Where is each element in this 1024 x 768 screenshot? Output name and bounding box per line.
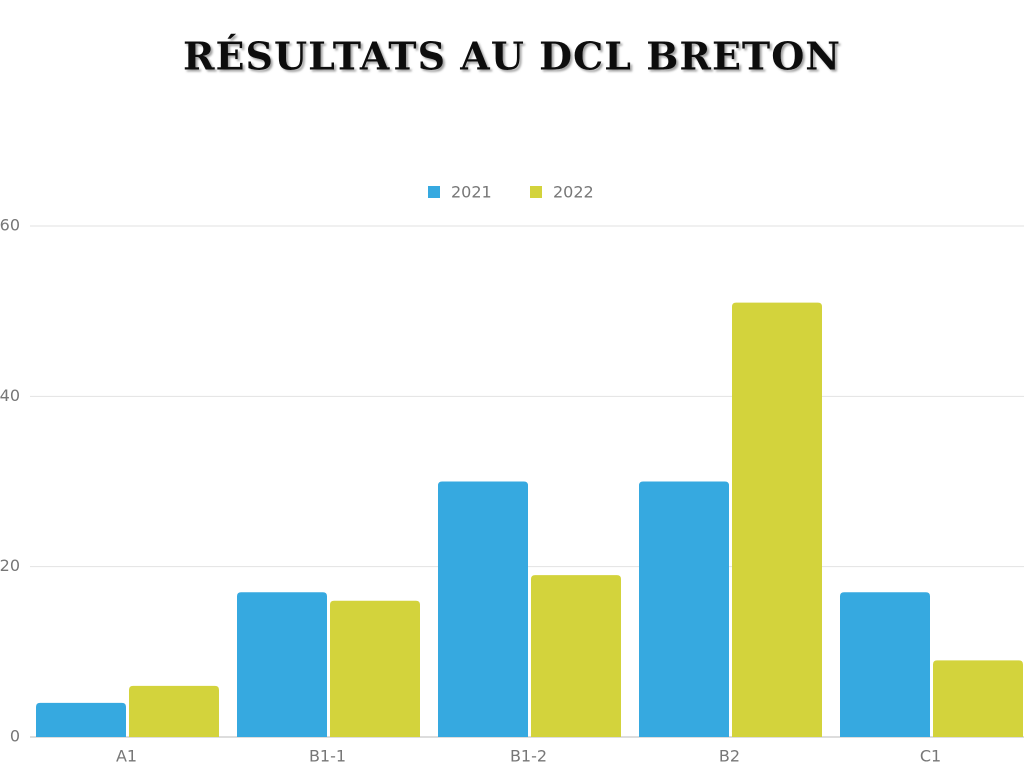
bar — [129, 685, 219, 737]
bar — [36, 702, 126, 737]
legend-swatch — [530, 186, 542, 198]
y-tick-label: 20 — [0, 556, 20, 575]
chart-title: RÉSULTATS AU DCL BRETON — [183, 34, 841, 79]
x-tick-label: B2 — [719, 747, 740, 766]
bar — [330, 600, 420, 737]
x-tick-label: B1-1 — [309, 747, 346, 766]
x-tick-label: B1-2 — [510, 747, 547, 766]
bar — [639, 481, 729, 737]
y-tick-label: 0 — [10, 727, 20, 746]
x-tick-label: A1 — [116, 747, 137, 766]
bar — [732, 302, 822, 737]
bar — [840, 592, 930, 737]
bar — [531, 575, 621, 737]
bar — [438, 481, 528, 737]
y-tick-label: 60 — [0, 216, 20, 235]
legend-label: 2022 — [553, 183, 594, 202]
y-tick-label: 40 — [0, 386, 20, 405]
legend-swatch — [428, 186, 440, 198]
bar — [933, 660, 1023, 737]
x-tick-label: C1 — [920, 747, 941, 766]
legend-label: 2021 — [451, 183, 492, 202]
bar — [237, 592, 327, 737]
